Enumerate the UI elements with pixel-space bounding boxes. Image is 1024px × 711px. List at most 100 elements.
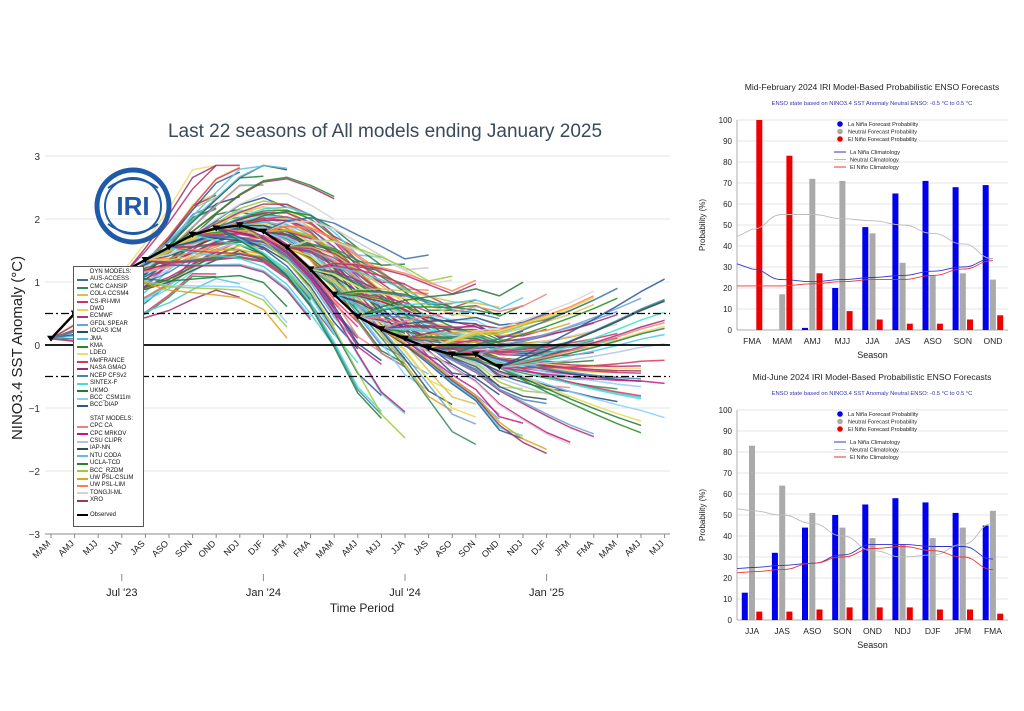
- legend-label: CSU CLIPR: [90, 437, 123, 444]
- plume-season-label: MAM: [314, 538, 336, 560]
- legend-label: CS-IRI-MM: [90, 298, 120, 305]
- model-forecast-line: [168, 192, 335, 248]
- model-forecast-line: [452, 323, 618, 356]
- bar-chart-subtitle: ENSO state based on NINO3.4 SST Anomaly …: [772, 391, 973, 397]
- model-forecast-line: [475, 353, 642, 388]
- legend-label: El Niño Forecast Probability: [848, 427, 917, 433]
- legend-label: TONGJI-ML: [90, 489, 123, 496]
- bar-y-axis-label: Probability (%): [698, 199, 707, 251]
- model-forecast-line: [428, 296, 595, 349]
- bar-y-tick: 80: [723, 158, 732, 167]
- model-forecast-line: [263, 230, 430, 392]
- model-forecast-line: [475, 353, 642, 372]
- model-forecast-line: [428, 303, 595, 349]
- legend-marker: [837, 136, 843, 142]
- legend-item: SINTEX-F: [77, 380, 143, 387]
- legend-swatch: [77, 279, 88, 282]
- plume-y-tick: −3: [29, 530, 41, 541]
- plume-season-label: JJA: [106, 538, 124, 556]
- bar-category-label: SON: [833, 626, 851, 636]
- model-forecast-line: [499, 300, 665, 368]
- legend-swatch: [77, 301, 88, 304]
- bar-neutral: [899, 544, 906, 620]
- legend-swatch: [77, 286, 88, 289]
- plume-season-label: AMJ: [56, 538, 76, 558]
- model-forecast-line: [121, 164, 288, 274]
- model-forecast-line: [499, 327, 665, 368]
- legend-item: CPC MRKOV: [77, 431, 143, 438]
- legend-swatch: [77, 440, 88, 443]
- bar-neutral: [749, 445, 755, 620]
- observed-point: [401, 335, 409, 342]
- observed-point: [495, 364, 504, 371]
- bar-y-tick: 90: [723, 137, 732, 146]
- bar-chart-title: Mid-June 2024 IRI Model-Based Probabilis…: [753, 372, 992, 382]
- bar-y-tick: 80: [723, 448, 732, 457]
- model-forecast-line: [121, 271, 288, 339]
- plume-season-label: SON: [456, 538, 477, 559]
- model-forecast-line: [334, 291, 500, 325]
- bar-neutral: [959, 527, 966, 620]
- bar-el-nino: [997, 613, 1004, 620]
- legend-swatch: [77, 485, 88, 488]
- legend-label: Neutral Climatology: [850, 158, 899, 164]
- model-forecast-line: [381, 328, 547, 450]
- legend-label: UW PSL-CSLIM: [90, 474, 134, 481]
- legend-swatch: [77, 330, 88, 333]
- legend-item: LDEO: [77, 350, 143, 357]
- bar-y-tick: 60: [723, 200, 732, 209]
- observed-point: [353, 313, 362, 320]
- legend-label: GFDL SPEAR: [90, 320, 128, 327]
- bar-category-label: OND: [983, 336, 1002, 346]
- legend-marker: [837, 411, 843, 417]
- legend-label: IOCAS ICM: [90, 328, 122, 335]
- legend-swatch: [77, 433, 88, 436]
- model-forecast-line: [310, 262, 477, 295]
- bar-y-tick: 60: [723, 490, 732, 499]
- model-forecast-line: [334, 290, 500, 316]
- legend-swatch: [77, 397, 88, 400]
- legend-item: BCC DIAP: [77, 402, 143, 409]
- bar-la-nina: [922, 502, 929, 620]
- legend-label: El Niño Climatology: [850, 455, 899, 461]
- plume-y-tick: −1: [29, 404, 41, 415]
- observed-swatch: [77, 514, 88, 517]
- model-forecast-line: [192, 234, 359, 350]
- observed-point: [235, 222, 244, 229]
- bar-category-label: DJF: [925, 626, 941, 636]
- legend-swatch: [77, 405, 88, 408]
- plume-season-label: OND: [480, 538, 502, 560]
- observed-point: [377, 326, 386, 333]
- legend-label: NTU CODA: [90, 452, 122, 459]
- plume-season-label: ASO: [150, 538, 171, 559]
- legend-label: UCLA-TCD: [90, 460, 121, 467]
- bar-category-label: JAS: [774, 626, 790, 636]
- bar-y-tick: 10: [723, 595, 732, 604]
- legend-label: El Niño Climatology: [850, 165, 899, 171]
- bar-la-nina: [741, 592, 748, 620]
- plume-season-label: DJF: [246, 538, 265, 557]
- plume-season-label: AMJ: [623, 538, 643, 558]
- legend-item: CSU CLIPR: [77, 438, 143, 445]
- bar-el-nino: [846, 607, 853, 620]
- bar-la-nina: [922, 180, 929, 330]
- legend-label: XRO: [90, 497, 104, 504]
- bar-neutral: [869, 538, 876, 620]
- legend-item: CS-IRI-MM: [77, 299, 143, 306]
- bar-neutral: [779, 485, 786, 620]
- bar-category-label: JFM: [955, 626, 972, 636]
- legend-item: XRO: [77, 497, 143, 504]
- bar-neutral: [929, 538, 936, 620]
- bar-la-nina: [832, 288, 839, 330]
- bar-la-nina: [982, 525, 989, 620]
- bar-el-nino: [936, 323, 943, 330]
- plume-y-tick: 2: [34, 215, 40, 226]
- legend-item: BCC_CSM11m: [77, 395, 143, 402]
- model-forecast-line: [215, 227, 382, 419]
- legend-swatch: [77, 338, 88, 341]
- observed-point: [471, 351, 480, 358]
- model-forecast-line: [499, 343, 665, 368]
- bar-el-nino: [816, 273, 823, 330]
- bar-la-nina: [832, 515, 839, 620]
- legend-item: MetFRANCE: [77, 358, 143, 365]
